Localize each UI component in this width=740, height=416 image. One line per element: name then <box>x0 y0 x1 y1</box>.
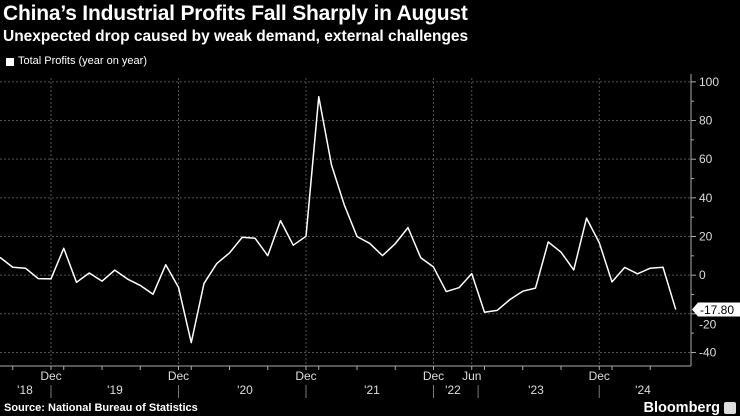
source-note: Source: National Bureau of Statistics <box>4 402 198 414</box>
x-year-label: '22 <box>445 383 461 397</box>
x-tick-label: Dec <box>40 369 61 383</box>
x-tick-label: Dec <box>423 369 444 383</box>
y-tick-label: 100 <box>699 75 719 89</box>
legend: Total Profits (year on year) <box>6 55 147 68</box>
x-tick-label: Dec <box>589 369 610 383</box>
x-tick-label: Jun <box>462 369 481 383</box>
x-year-label: '18 <box>17 383 33 397</box>
series-line-total-profits <box>0 95 677 344</box>
y-tick-label: 40 <box>699 191 713 205</box>
x-tick-label: Dec <box>295 369 316 383</box>
last-value-box <box>692 302 740 317</box>
chart-title: China’s Industrial Profits Fall Sharply … <box>3 2 468 25</box>
y-tick-label: 20 <box>699 229 713 243</box>
x-year-label: '21 <box>364 383 380 397</box>
x-year-label: '19 <box>107 383 123 397</box>
y-tick-label: 60 <box>699 152 713 166</box>
y-tick-label: -20 <box>699 318 717 332</box>
x-year-label: '23 <box>528 383 544 397</box>
last-value-label: -17.80 <box>700 303 734 317</box>
y-tick-label: -40 <box>699 345 717 359</box>
x-year-label: '20 <box>237 383 253 397</box>
y-tick-label: 80 <box>699 114 713 128</box>
bloomberg-chart-icon <box>724 402 736 414</box>
x-year-label: '24 <box>635 383 651 397</box>
legend-label: Total Profits (year on year) <box>18 55 147 67</box>
bloomberg-logo: Bloomberg <box>643 400 736 416</box>
y-tick-label: 0 <box>699 268 706 282</box>
chart-subtitle: Unexpected drop caused by weak demand, e… <box>3 28 469 45</box>
brand-label: Bloomberg <box>643 400 720 416</box>
x-tick-label: Dec <box>168 369 189 383</box>
legend-swatch <box>6 57 14 66</box>
